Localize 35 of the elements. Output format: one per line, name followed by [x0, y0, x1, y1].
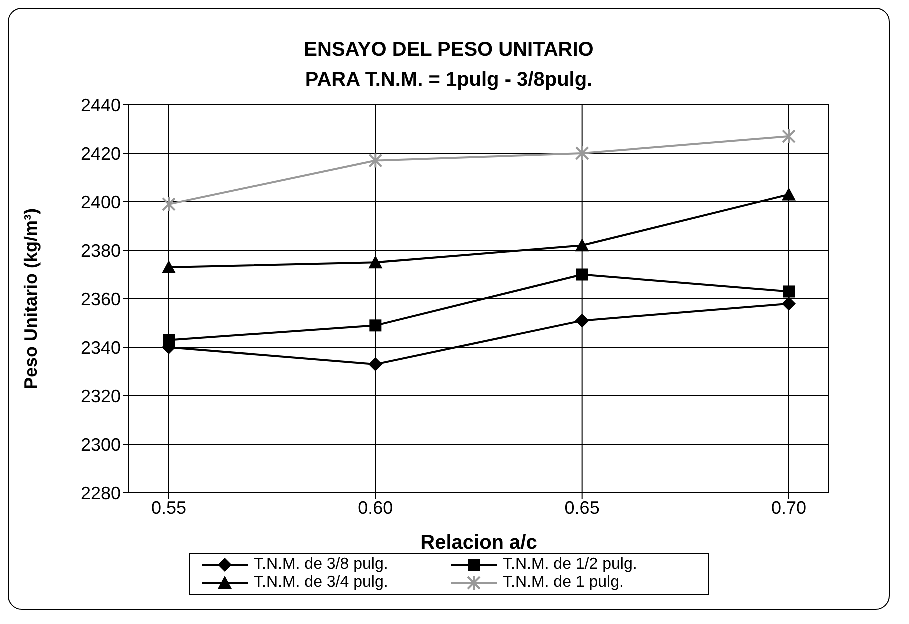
y-tick-label: 2360: [80, 289, 121, 310]
y-tick-label: 2320: [80, 386, 121, 406]
point: [782, 128, 796, 145]
point: [782, 296, 796, 311]
point: [575, 314, 590, 328]
y-tick-label: 2280: [80, 483, 121, 504]
point: [368, 357, 383, 372]
y-tick-label: 2380: [80, 240, 121, 261]
point: [162, 260, 176, 274]
y-axis-title: Peso Unitario (kg/m³): [21, 208, 41, 390]
x-tick-label: 0.55: [151, 498, 187, 518]
point: [575, 238, 590, 252]
legend-label: T.N.M. de 3/8 pulg.: [254, 556, 388, 574]
point: [162, 196, 176, 212]
x-tick-label: 0.65: [564, 498, 600, 518]
legend-label: T.N.M. de 1/2 pulg.: [503, 556, 638, 574]
point: [368, 152, 383, 169]
x-axis-title: Relacion a/c: [420, 532, 538, 554]
y-tick-label: 2400: [80, 192, 121, 212]
point: [368, 256, 383, 269]
y-tick-label: 2300: [80, 434, 121, 455]
y-tick-label: 2420: [80, 144, 121, 164]
point: [575, 146, 590, 162]
point: [782, 188, 796, 201]
point: [163, 334, 175, 346]
y-tick-label: 2440: [80, 95, 121, 116]
legend-label: T.N.M. de 3/4 pulg.: [254, 574, 388, 592]
x-tick-label: 0.60: [358, 498, 394, 518]
chart-title: ENSAYO DEL PESO UNITARIO PARA T.N.M. = 1pulg - 3/8pulg.: [303, 38, 595, 93]
point: [576, 268, 588, 281]
x-tick-label: 0.70: [771, 498, 807, 518]
point: [783, 286, 795, 298]
y-tick-label: 2340: [80, 338, 121, 358]
point: [370, 320, 382, 332]
legend-label: T.N.M. de 1 pulg.: [503, 574, 624, 592]
